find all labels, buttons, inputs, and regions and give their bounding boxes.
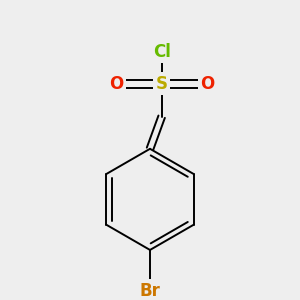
Text: Br: Br [140,282,160,300]
Text: O: O [109,75,123,93]
Text: O: O [200,75,214,93]
Text: S: S [156,75,168,93]
Text: Cl: Cl [153,43,171,61]
